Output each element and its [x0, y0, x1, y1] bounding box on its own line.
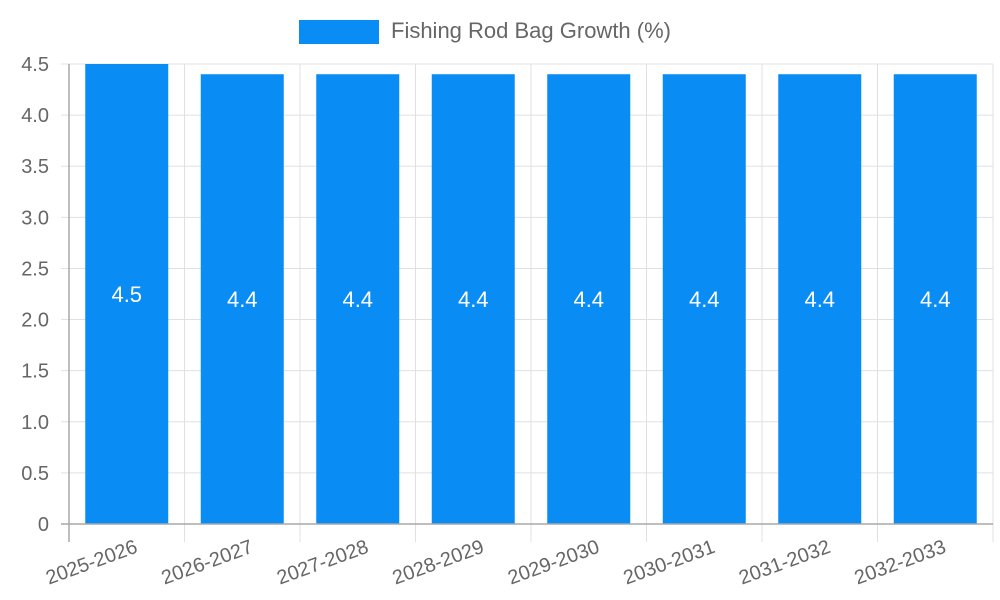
y-tick-label: 2.5 — [21, 258, 49, 280]
y-tick-label: 1.0 — [21, 412, 49, 434]
bar[interactable] — [547, 74, 631, 524]
bar-value-label: 4.4 — [804, 287, 835, 312]
x-axis-ticks: 2025-2026 2026-2027 2027-2028 2028-2029 2029… — [43, 536, 949, 589]
bar-value-label: 4.4 — [342, 287, 373, 312]
y-tick-label: 3.5 — [21, 156, 49, 178]
bar[interactable] — [316, 74, 400, 524]
bar[interactable] — [778, 74, 862, 524]
y-tick-label: 2.0 — [21, 310, 49, 332]
x-tick-label: 2028-2029 — [390, 536, 487, 589]
x-tick-label: 2031-2032 — [736, 536, 833, 589]
y-axis-ticks: 0 0.5 1.0 1.5 2.0 2.5 3.0 3.5 4.0 4.5 — [21, 54, 49, 536]
y-tick-label: 0 — [38, 514, 49, 536]
x-tick-label: 2032-2033 — [852, 536, 949, 589]
bar-value-label: 4.5 — [111, 282, 142, 307]
y-tick-label: 0.5 — [21, 463, 49, 485]
bar[interactable] — [431, 74, 515, 524]
y-tick-label: 1.5 — [21, 361, 49, 383]
x-tick-label: 2030-2031 — [621, 536, 718, 589]
bar[interactable] — [85, 64, 169, 524]
x-tick-label: 2027-2028 — [274, 536, 371, 589]
legend-label[interactable]: Fishing Rod Bag Growth (%) — [391, 18, 671, 43]
axes — [61, 64, 993, 542]
bar-value-labels: 4.5 4.4 4.4 4.4 4.4 4.4 4.4 4.4 — [111, 282, 950, 312]
y-tick-label: 4.0 — [21, 105, 49, 127]
y-tick-label: 4.5 — [21, 54, 49, 76]
x-tick-label: 2025-2026 — [43, 536, 140, 589]
bar-value-label: 4.4 — [920, 287, 951, 312]
bar-value-label: 4.4 — [458, 287, 489, 312]
x-tick-label: 2029-2030 — [505, 536, 602, 589]
bars — [85, 64, 977, 524]
bar[interactable] — [893, 74, 977, 524]
bar-value-label: 4.4 — [689, 287, 720, 312]
y-tick-label: 3.0 — [21, 207, 49, 229]
bar[interactable] — [200, 74, 284, 524]
bar[interactable] — [662, 74, 746, 524]
legend-swatch[interactable] — [299, 20, 379, 44]
x-tick-label: 2026-2027 — [159, 536, 256, 589]
bar-value-label: 4.4 — [573, 287, 604, 312]
bar-value-label: 4.4 — [227, 287, 258, 312]
